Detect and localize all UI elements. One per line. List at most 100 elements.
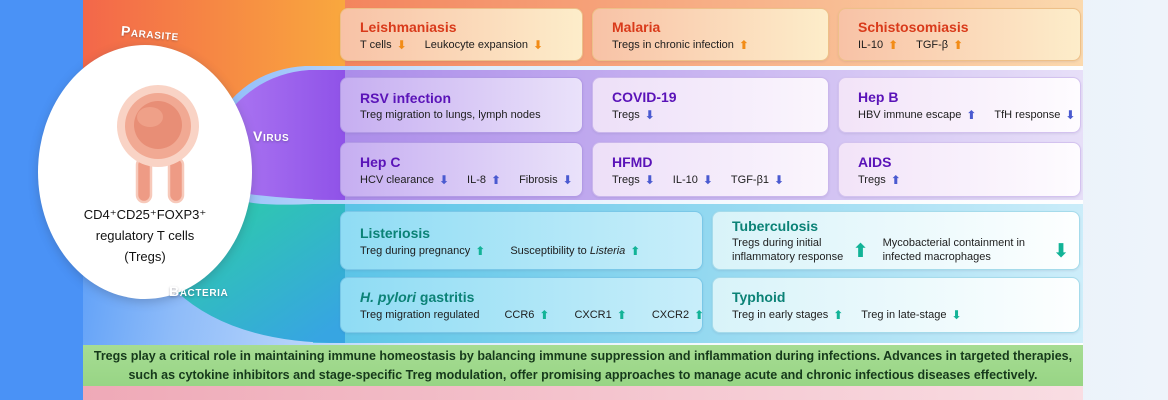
card-entry: Tregs ⬇: [612, 173, 655, 188]
card-entries: Treg in early stages ⬆ Treg in late-stage ⬇: [732, 308, 1069, 323]
entry-text: CCR6: [504, 309, 535, 322]
entry-text: IL-10: [672, 173, 698, 186]
entry-text: Mycobacterial containment in infected ma…: [882, 237, 1026, 263]
card-title: Malaria: [612, 18, 661, 35]
card-h-pylori-gastritis: H. pylori gastritis Treg migration regula…: [340, 277, 704, 333]
center-line-3: (Tregs): [124, 248, 166, 264]
virus-row-2: Hep C HCV clearance ⬇ IL-8 ⬆ Fibrosis ⬇ HFMD Tre…: [340, 142, 1081, 197]
summary-line-1: Tregs play a critical role in maintainin…: [93, 348, 1073, 363]
down-arrow-icon: ⬇: [951, 308, 962, 323]
card-entry: Susceptibility to Listeria ⬆: [510, 244, 640, 259]
bottom-strip: [83, 386, 1083, 400]
up-arrow-icon: ⬆: [953, 37, 964, 52]
card-entry: Tregs in chronic infection ⬆: [612, 38, 749, 53]
card-malaria: Malaria Tregs in chronic infection ⬆: [592, 8, 829, 61]
entry-text: Tregs: [612, 109, 640, 122]
entry-text: HCV clearance: [360, 173, 434, 186]
card-entries: Tregs ⬆: [858, 173, 1070, 188]
card-title: Listeriosis: [360, 224, 431, 241]
card-hfmd: HFMD Tregs ⬇ IL-10 ⬇ TGF-β1 ⬇: [592, 142, 829, 197]
cards-area: Leishmaniasis T cells ⬇ Leukocyte expansion…: [83, 0, 1083, 345]
card-entry: CXCR1 ⬆: [574, 308, 626, 323]
entry-text: Tregs in chronic infection: [612, 38, 734, 51]
entry-text: Leukocyte expansion: [424, 38, 529, 51]
card-title: Tuberculosis: [732, 218, 819, 235]
entry-text: Treg during pregnancy: [360, 244, 471, 257]
center-line-1: CD4⁺CD25⁺FOXP3⁺: [83, 207, 207, 222]
card-title: Typhoid: [732, 289, 786, 306]
card-entry: TGF-β1 ⬇: [731, 173, 784, 188]
card-entries: Tregs ⬇ IL-10 ⬇ TGF-β1 ⬇: [612, 173, 818, 188]
card-entry: Tregs ⬆: [858, 173, 901, 188]
card-entry: IL-10 ⬇: [673, 173, 713, 188]
card-entry: Fibrosis ⬇: [519, 173, 573, 188]
down-arrow-icon: ⬇: [396, 37, 407, 52]
down-arrow-icon: ⬇: [533, 37, 544, 52]
card-title: Hep C: [360, 153, 401, 170]
card-entries: Treg migration regulated CCR6 ⬆ CXCR1 ⬆ CXCR2…: [360, 308, 704, 323]
down-arrow-icon: ⬇: [1065, 108, 1076, 123]
parasite-arc: [83, 0, 345, 100]
up-arrow-icon: ⬆: [630, 243, 641, 258]
entry-text: TfH response: [994, 109, 1061, 122]
virus-row-1: RSV infection Treg migration to lungs, ly…: [340, 77, 1081, 133]
card-title: Schistosomiasis: [858, 18, 969, 35]
card-title: H. pylori gastritis: [360, 289, 475, 306]
card-title: COVID-19: [612, 89, 677, 106]
card-title: HFMD: [612, 153, 653, 170]
up-arrow-icon: ⬆: [694, 308, 705, 323]
card-entry: HBV immune escape ⬆: [858, 108, 976, 123]
virus-label: Virus: [253, 128, 290, 144]
entry-text: CXCR2: [651, 309, 690, 322]
down-arrow-icon: ⬇: [562, 172, 573, 187]
up-arrow-icon: ⬆: [738, 37, 749, 52]
entry-text: Treg in late-stage: [861, 309, 947, 322]
entry-text: Tregs during initial inflammatory respon…: [732, 237, 844, 263]
card-entry: T cells ⬇: [360, 38, 407, 53]
entry-text: HBV immune escape: [858, 109, 962, 122]
parasite-row: Leishmaniasis T cells ⬇ Leukocyte expansion…: [340, 8, 1081, 61]
entry-text: IL-10: [858, 38, 884, 51]
up-arrow-icon: ⬆: [833, 308, 844, 323]
card-entry: Treg during pregnancy ⬆: [360, 244, 485, 259]
down-arrow-icon: ⬇: [644, 108, 655, 123]
entry-text: TGF-β: [916, 38, 949, 51]
card-entry: Tregs during initial inflammatory respon…: [732, 237, 869, 265]
down-arrow-icon: ⬇: [644, 172, 655, 187]
down-arrow-icon: ⬇: [774, 172, 785, 187]
entry-text: CXCR1: [574, 309, 612, 322]
bacteria-arc: [176, 202, 345, 344]
entry-text: Susceptibility to Listeria: [510, 244, 626, 257]
treg-cell-illustration: [117, 85, 199, 204]
summary-line-2: such as cytokine inhibitors and stage-sp…: [128, 367, 1038, 382]
summary-banner: Tregs play a critical role in maintainin…: [83, 345, 1083, 386]
up-arrow-icon: ⬆: [475, 243, 486, 258]
entry-text: Treg migration regulated: [360, 308, 480, 321]
bacteria-row-2: H. pylori gastritis Treg migration regula…: [340, 277, 1080, 333]
card-entry: Treg migration to lungs, lymph nodes: [360, 109, 541, 123]
card-hep-c: Hep C HCV clearance ⬇ IL-8 ⬆ Fibrosis ⬇: [340, 142, 583, 197]
entry-text: TGF-β1: [730, 173, 770, 186]
card-entry: Mycobacterial containment in infected ma…: [883, 237, 1069, 265]
card-title: Leishmaniasis: [360, 18, 457, 35]
up-arrow-icon: ⬆: [616, 308, 627, 323]
up-arrow-icon: ⬆: [890, 172, 901, 187]
card-schistosomiasis: Schistosomiasis IL-10 ⬆ TGF-β ⬆: [838, 8, 1081, 61]
card-leishmaniasis: Leishmaniasis T cells ⬇ Leukocyte expansion…: [340, 8, 583, 61]
card-entries: Treg during pregnancy ⬆ Susceptibility to …: [360, 244, 692, 259]
card-entry: TfH response ⬇: [994, 108, 1075, 123]
entry-text: Tregs: [858, 173, 886, 186]
card-entries: Tregs ⬇: [612, 108, 818, 123]
card-entry: Treg migration regulated: [360, 309, 479, 323]
card-entry: CXCR2 ⬆: [652, 308, 704, 323]
card-entries: T cells ⬇ Leukocyte expansion ⬇: [360, 38, 572, 53]
card-rsv-infection: RSV infection Treg migration to lungs, ly…: [340, 77, 583, 133]
entry-text: IL-8: [467, 173, 487, 186]
card-entry: Treg in early stages ⬆: [732, 308, 843, 323]
card-entries: Tregs in chronic infection ⬆: [612, 38, 818, 53]
card-entry: Treg in late-stage ⬇: [861, 308, 961, 323]
card-entry: TGF-β ⬆: [916, 38, 963, 53]
card-entry: IL-8 ⬆: [467, 173, 501, 188]
up-arrow-icon: ⬆: [852, 240, 869, 262]
card-title: RSV infection: [360, 89, 452, 106]
